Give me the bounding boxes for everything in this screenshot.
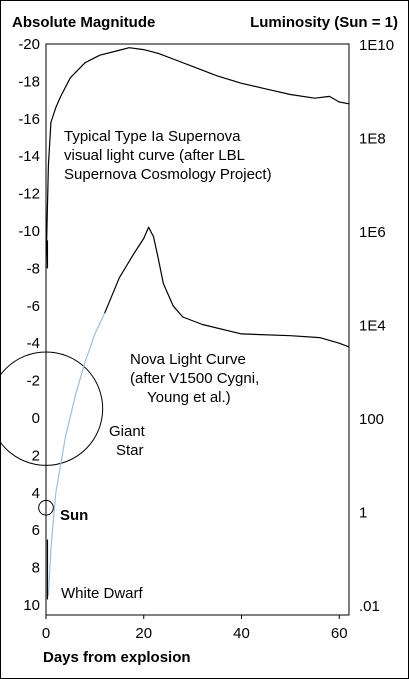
supernova-annotation-line1: Typical Type Ia Supernova: [64, 128, 241, 145]
nova-annotation-line1: Nova Light Curve: [130, 351, 246, 368]
x-tick-label: 40: [233, 625, 250, 642]
typical-type-ia-supernova-line: [45, 47, 350, 269]
y-tick-label-left: 0: [32, 410, 40, 427]
supernova-annotation-line2: visual light curve (after LBL: [64, 147, 245, 164]
y-tick-label-left: -18: [18, 73, 40, 90]
supernova-annotation-line3: Supernova Cosmology Project): [64, 166, 272, 183]
right-axis-title: Luminosity (Sun = 1): [250, 14, 398, 31]
y-tick-label-left: 6: [32, 522, 40, 539]
shapes: [0, 351, 104, 516]
y-tick-label-left: -20: [18, 36, 40, 53]
y-tick-label-left: -2: [27, 373, 40, 390]
giant-star-circle: [0, 351, 104, 466]
giant-star-label-line2: Star: [116, 442, 144, 459]
y-tick-label-left: -16: [18, 111, 40, 128]
white-dwarf-label: White Dwarf: [61, 585, 144, 602]
sun-circle: [38, 499, 54, 516]
y-tick-label-left: -14: [18, 148, 40, 165]
y-tick-label-right: 1E4: [359, 318, 386, 335]
y-tick-label-right: .01: [359, 598, 380, 615]
y-tick-label-left: 8: [32, 560, 40, 577]
y-tick-label-left: 10: [23, 597, 40, 614]
y-tick-label-left: -8: [27, 260, 40, 277]
sun-label: Sun: [60, 507, 88, 524]
x-tick-label: 60: [331, 625, 348, 642]
y-tick-label-left: 2: [32, 447, 40, 464]
x-tick-label: 0: [42, 625, 50, 642]
y-tick-label-left: 4: [32, 485, 40, 502]
nova-annotation-line2: (after V1500 Cygni,: [130, 370, 259, 387]
left-axis-title: Absolute Magnitude: [12, 14, 155, 31]
nova-annotation-line3: Young et al.): [147, 389, 231, 406]
plot-area: [45, 43, 350, 616]
nova-rise-line: [47, 313, 106, 596]
y-tick-label-right: 100: [359, 411, 384, 428]
y-tick-label-left: -6: [27, 298, 40, 315]
y-tick-label-right: 1E6: [359, 224, 386, 241]
y-tick-label-right: 1E8: [359, 131, 386, 148]
x-ticks: 0 20 40 60: [42, 615, 348, 642]
x-axis-label: Days from explosion: [43, 649, 191, 666]
giant-star-label-line1: Giant: [109, 423, 146, 440]
nova-light-curve-line: [104, 226, 350, 348]
y-tick-label-left: -10: [18, 223, 40, 240]
series-lines: [45, 47, 350, 600]
x-tick-label: 20: [135, 625, 152, 642]
y-tick-label-left: -12: [18, 186, 40, 203]
y-tick-label-right: 1E10: [359, 37, 394, 54]
y-tick-label-right: 1: [359, 505, 367, 522]
y-ticks-right: 1E10 1E8 1E6 1E4 100 1 .01: [359, 37, 394, 615]
y-tick-label-left: -4: [27, 335, 40, 352]
